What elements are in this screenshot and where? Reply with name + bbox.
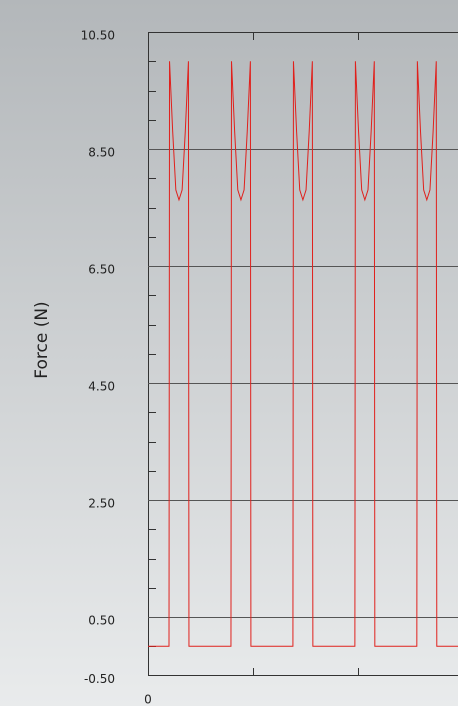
y-tick-label: 2.50	[88, 497, 115, 511]
y-tick-label: 10.50	[81, 29, 115, 43]
x-tick-label: 0	[144, 693, 152, 706]
y-tick-label: 6.50	[88, 263, 115, 277]
y-tick-label: 8.50	[88, 146, 115, 160]
force-line	[148, 61, 458, 647]
y-tick-label: 4.50	[88, 380, 115, 394]
y-tick-label: -0.50	[84, 672, 115, 686]
y-axis-label: Force (N)	[32, 301, 52, 378]
plot-frame	[148, 32, 458, 676]
y-tick-label: 0.50	[88, 614, 115, 628]
